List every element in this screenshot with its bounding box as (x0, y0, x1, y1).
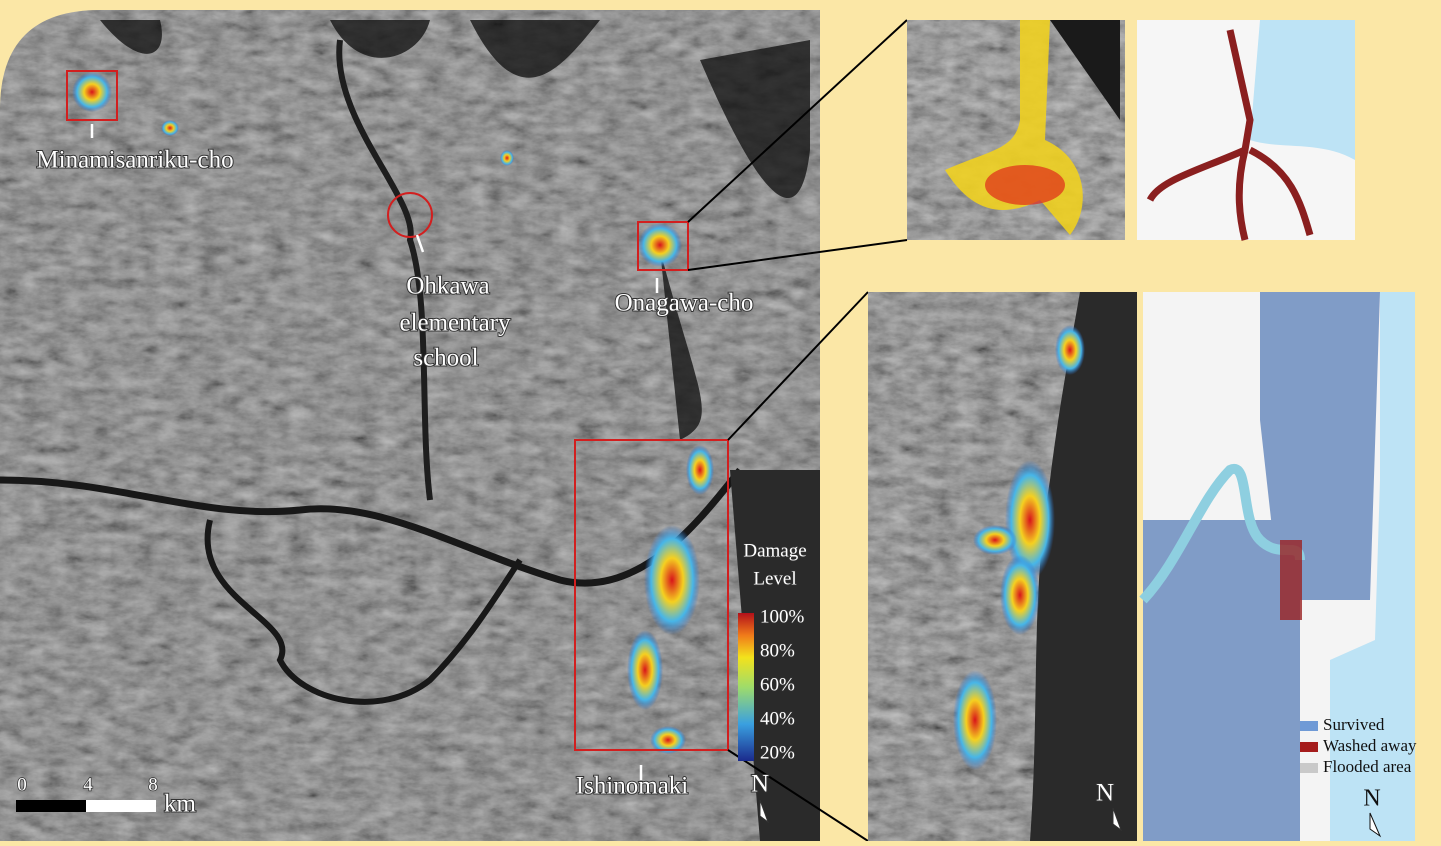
north-arrow (759, 799, 770, 824)
colorbar-tick: 20% (760, 742, 795, 763)
legend-label: Survived (1323, 715, 1385, 734)
legend-swatch (1300, 721, 1318, 731)
highlights (66, 70, 729, 751)
inset-bottom-map (1139, 292, 1415, 841)
scale-tick: 8 (148, 774, 158, 795)
sar-image (0, 10, 820, 841)
scale-bar (16, 800, 86, 812)
north-arrow (1369, 812, 1382, 838)
colorbar-ticks: 100% 80% 60% 40% 20% (759, 606, 805, 765)
place-label: Ohkawa (406, 273, 489, 300)
north-label: N (751, 771, 769, 798)
scale-tick: 0 (17, 774, 27, 795)
connectors (687, 19, 908, 842)
colorbar-title: Damage (743, 540, 806, 561)
inset-top-sar (907, 20, 1125, 240)
scale-bar (86, 800, 156, 812)
colorbar (738, 613, 754, 761)
north-arrow (1112, 807, 1123, 832)
place-label: Onagawa-cho (615, 290, 754, 317)
legend: Survived Washed away Flooded area (1300, 715, 1417, 776)
place-label: Minamisanriku-cho (36, 147, 233, 174)
colorbar-title: Level (753, 568, 796, 589)
colorbar-tick: 80% (760, 640, 795, 661)
place-label: school (413, 345, 478, 372)
scale-tick: 4 (83, 774, 93, 795)
place-label: elementary (399, 310, 511, 337)
legend-swatch (1300, 742, 1318, 752)
legend-swatch (1300, 763, 1318, 773)
colorbar-tick: 100% (760, 606, 805, 627)
inset-bottom-sar: N (868, 292, 1137, 841)
legend-label: Flooded area (1323, 757, 1412, 776)
place-label: Ishinomaki (576, 773, 689, 800)
scale-unit: km (164, 791, 197, 818)
legend-label: Washed away (1323, 736, 1417, 755)
pointers (90, 124, 659, 780)
colorbar-tick: 60% (760, 674, 795, 695)
north-label: N (1363, 786, 1380, 812)
inset-top-map (1137, 20, 1355, 241)
colorbar-tick: 40% (760, 708, 795, 729)
north-label: N (1096, 780, 1114, 807)
